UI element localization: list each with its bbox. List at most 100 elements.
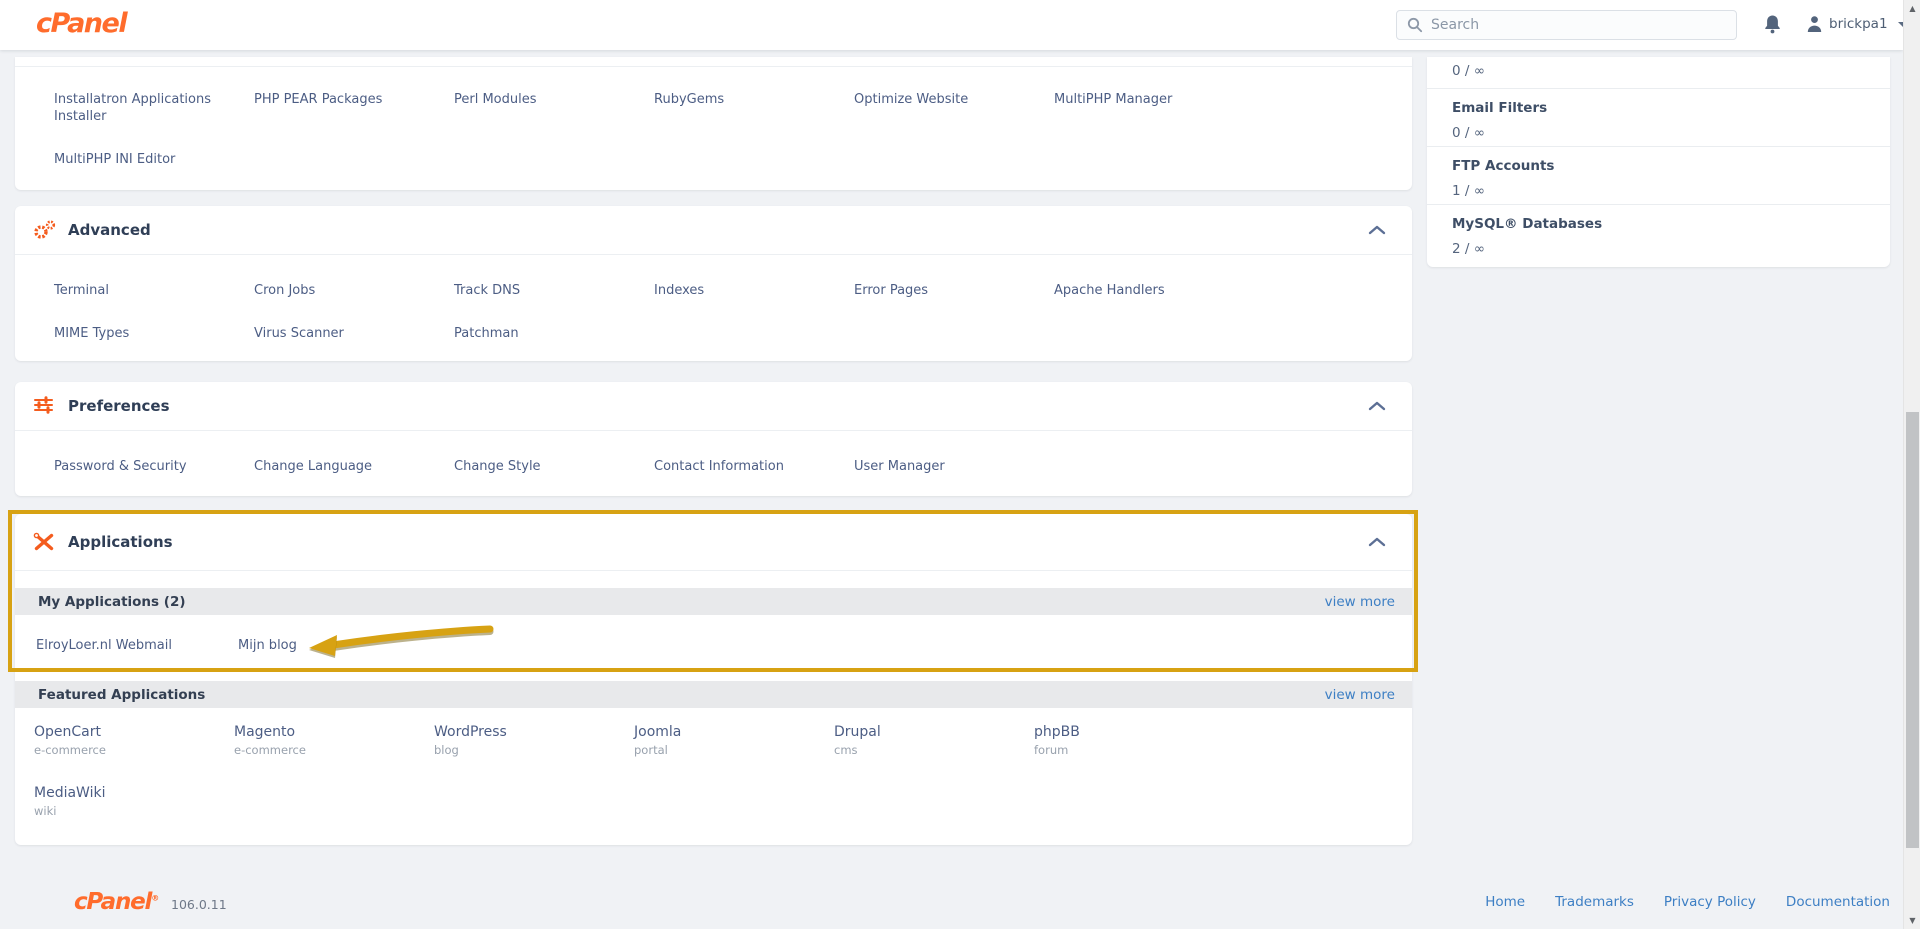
advanced-link[interactable]: Terminal: [54, 283, 109, 298]
advanced-section-header: Advanced: [15, 206, 1412, 255]
preferences-link[interactable]: Change Language: [254, 459, 373, 474]
featured-application-link[interactable]: OpenCart: [34, 724, 101, 740]
featured-application-item: Joomla portal: [634, 724, 834, 757]
cpanel-logo[interactable]: cPanel: [36, 8, 128, 39]
advanced-link[interactable]: Track DNS: [454, 283, 521, 298]
featured-application-item: WordPress blog: [434, 724, 634, 757]
software-links-grid: Installatron Applications Installer PHP P…: [15, 67, 1412, 168]
advanced-link[interactable]: Apache Handlers: [1054, 283, 1165, 298]
advanced-link[interactable]: Virus Scanner: [254, 326, 344, 341]
software-link[interactable]: PHP PEAR Packages: [254, 92, 383, 107]
software-section-card: Installatron Applications Installer PHP P…: [15, 57, 1412, 190]
preferences-links-grid: Password & Security Change Language Change…: [15, 431, 1412, 475]
stat-value: 1 / ∞: [1452, 183, 1485, 199]
collapse-chevron-up-icon[interactable]: [1366, 397, 1388, 416]
username: brickpa1: [1829, 16, 1888, 32]
stat-row: MySQL® Databases 2 / ∞: [1427, 204, 1890, 262]
footer-link[interactable]: Trademarks: [1555, 894, 1634, 910]
page-footer: cPanel® 106.0.11 Home Trademarks Privacy P…: [15, 875, 1890, 929]
user-menu[interactable]: brickpa1: [1806, 15, 1908, 33]
cpanel-footer-logo[interactable]: cPanel®: [74, 889, 159, 915]
collapse-chevron-up-icon[interactable]: [1366, 221, 1388, 240]
featured-application-type: wiki: [34, 804, 57, 818]
featured-applications-grid: OpenCart e-commerce Magento e-commerce W…: [15, 708, 1412, 818]
advanced-link[interactable]: Cron Jobs: [254, 283, 316, 298]
featured-application-type: portal: [634, 743, 668, 757]
preferences-link[interactable]: Password & Security: [54, 459, 187, 474]
advanced-link[interactable]: Indexes: [654, 283, 705, 298]
stat-row: Email Filters 0 / ∞: [1427, 88, 1890, 146]
vertical-scrollbar[interactable]: ▲ ▼: [1903, 0, 1920, 929]
featured-application-type: e-commerce: [234, 743, 306, 757]
user-icon: [1806, 15, 1823, 33]
applications-section-title: Applications: [68, 533, 173, 551]
my-application-link[interactable]: ElroyLoer.nl Webmail: [36, 638, 172, 653]
my-applications-bar: My Applications (2) view more: [15, 588, 1412, 615]
advanced-link[interactable]: Error Pages: [854, 283, 929, 298]
collapse-chevron-up-icon[interactable]: [1366, 533, 1388, 552]
featured-application-type: blog: [434, 743, 459, 757]
preferences-section-card: Preferences Password & Security Change La…: [15, 382, 1412, 496]
software-link[interactable]: MultiPHP Manager: [1054, 92, 1173, 107]
software-link[interactable]: Optimize Website: [854, 92, 969, 107]
search-box[interactable]: [1396, 10, 1737, 40]
crossed-tools-icon: [33, 532, 57, 552]
stat-label: MySQL® Databases: [1452, 216, 1603, 232]
stat-label: Email Filters: [1452, 100, 1548, 116]
search-input[interactable]: [1431, 17, 1726, 33]
scrollbar-down-arrow[interactable]: ▼: [1909, 916, 1916, 925]
preferences-link[interactable]: User Manager: [854, 459, 945, 474]
sliders-icon: [33, 396, 57, 416]
stat-label: FTP Accounts: [1452, 158, 1555, 174]
preferences-link[interactable]: Contact Information: [654, 459, 784, 474]
preferences-section-title: Preferences: [68, 397, 170, 415]
advanced-section-title: Advanced: [68, 221, 151, 239]
featured-application-item: phpBB forum: [1034, 724, 1234, 757]
notifications-bell-icon[interactable]: [1763, 14, 1782, 38]
scrollbar-up-arrow[interactable]: ▲: [1909, 4, 1916, 13]
featured-application-item: Magento e-commerce: [234, 724, 434, 757]
featured-application-link[interactable]: MediaWiki: [34, 785, 106, 801]
applications-section-header: Applications: [15, 514, 1412, 571]
footer-link[interactable]: Documentation: [1785, 894, 1890, 910]
chevron-down-icon: [1897, 21, 1908, 27]
preferences-section-header: Preferences: [15, 382, 1412, 431]
featured-application-item: MediaWiki wiki: [34, 785, 234, 818]
scrollbar-thumb[interactable]: [1906, 412, 1919, 848]
statistics-panel: 0 / ∞ Email Filters 0 / ∞ FTP Accounts 1…: [1427, 57, 1890, 267]
footer-links: Home Trademarks Privacy Policy Documentatio…: [1485, 894, 1890, 910]
featured-application-link[interactable]: phpBB: [1034, 724, 1080, 740]
featured-applications-view-more-link[interactable]: view more: [1324, 686, 1395, 703]
software-section-header-stub: [15, 57, 1412, 67]
advanced-link[interactable]: Patchman: [454, 326, 519, 341]
advanced-link[interactable]: MIME Types: [54, 326, 130, 341]
footer-link[interactable]: Home: [1485, 894, 1526, 910]
software-link[interactable]: Installatron Applications Installer: [54, 92, 211, 124]
my-applications-view-more-link[interactable]: view more: [1324, 593, 1395, 610]
stat-row: FTP Accounts 1 / ∞: [1427, 146, 1890, 204]
stat-row-partial: 0 / ∞: [1427, 57, 1890, 88]
featured-application-item: OpenCart e-commerce: [34, 724, 234, 757]
featured-application-link[interactable]: Joomla: [634, 724, 682, 740]
my-applications-grid: ElroyLoer.nl Webmail Mijn blog: [15, 615, 1412, 654]
footer-link[interactable]: Privacy Policy: [1663, 894, 1756, 910]
software-link[interactable]: MultiPHP INI Editor: [54, 152, 176, 167]
featured-application-item: Drupal cms: [834, 724, 1034, 757]
my-applications-title: My Applications (2): [38, 593, 186, 610]
stat-value: 0 / ∞: [1452, 125, 1485, 141]
my-application-link[interactable]: Mijn blog: [238, 638, 297, 653]
software-link[interactable]: Perl Modules: [454, 92, 537, 107]
stat-value: 0 / ∞: [1452, 63, 1485, 79]
featured-application-link[interactable]: WordPress: [434, 724, 507, 740]
advanced-links-grid: Terminal Cron Jobs Track DNS Indexes Error P…: [15, 255, 1412, 342]
gears-icon: [33, 220, 57, 240]
featured-application-link[interactable]: Magento: [234, 724, 296, 740]
featured-application-type: forum: [1034, 743, 1069, 757]
software-link[interactable]: RubyGems: [654, 92, 725, 107]
featured-application-link[interactable]: Drupal: [834, 724, 881, 740]
featured-applications-title: Featured Applications: [38, 686, 206, 703]
advanced-section-card: Advanced Terminal Cron Jobs Track DNS Index…: [15, 206, 1412, 361]
featured-application-type: e-commerce: [34, 743, 106, 757]
stat-rows: Email Filters 0 / ∞ FTP Accounts 1 / ∞ M…: [1427, 88, 1890, 262]
preferences-link[interactable]: Change Style: [454, 459, 541, 474]
